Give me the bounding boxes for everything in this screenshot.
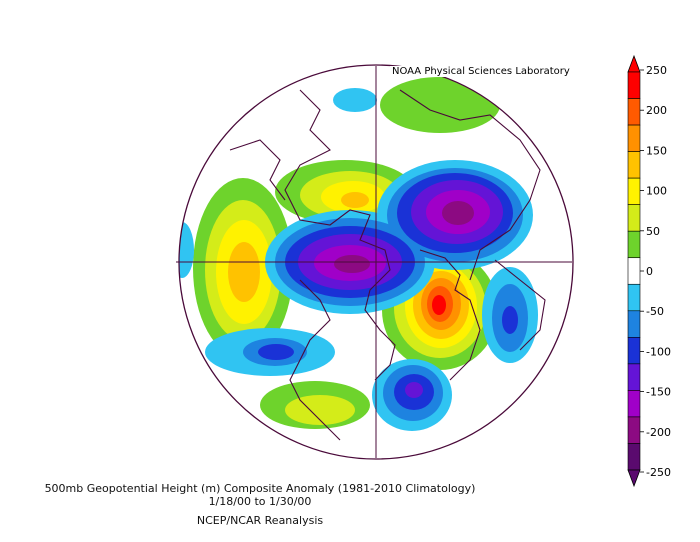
colorbar-segment: [627, 283, 641, 312]
anomaly-negative-south: [372, 359, 452, 431]
colorbar-min-arrow: [627, 469, 641, 488]
colorbar-segment: [627, 257, 641, 285]
colorbar-segment: [627, 363, 641, 391]
colorbar-tick-label: -150: [646, 386, 671, 399]
anomaly-negative-west-spot: [179, 222, 194, 278]
colorbar-max-arrow: [627, 54, 641, 73]
colorbar-tick-label: -100: [646, 345, 671, 358]
caption-source: NCEP/NCAR Reanalysis: [196, 514, 324, 527]
colorbar-segment: [627, 443, 641, 471]
colorbar-segment: [627, 310, 641, 338]
coastlines: [229, 89, 546, 441]
anomaly-positive-arctic: [380, 77, 500, 133]
colorbar-segment: [627, 124, 641, 152]
colorbar-tick-label: -50: [646, 305, 664, 318]
caption-title: 500mb Geopotential Height (m) Composite …: [44, 482, 476, 495]
colorbar-tick-label: 100: [646, 185, 667, 198]
colorbar-segment: [627, 390, 641, 418]
anomaly-negative-north-spot: [333, 88, 377, 112]
colorbar-tick-label: 150: [646, 144, 667, 157]
anomaly-positive-south: [260, 381, 370, 429]
anomaly-field: [179, 65, 573, 459]
colorbar-segment: [627, 230, 641, 259]
colorbar-segment: [627, 204, 641, 232]
caption-dates: 1/18/00 to 1/30/00: [208, 495, 312, 508]
anomaly-positive-pacific: [193, 178, 293, 358]
colorbar-segment: [627, 151, 641, 179]
anomaly-negative-east-atlantic: [482, 267, 538, 363]
colorbar-tick-label: 200: [646, 104, 667, 117]
colorbar-tick-label: 0: [646, 265, 653, 278]
colorbar: 250 200 150 100 50 0 -50 -100 -150 -200 -250: [627, 54, 671, 488]
anomaly-negative-southwest: [205, 328, 335, 376]
map-boundary: [178, 64, 574, 460]
colorbar-tick-label: -250: [646, 466, 671, 479]
colorbar-tick-label: 50: [646, 225, 660, 238]
colorbar-segment: [627, 177, 641, 205]
colorbar-tick-label: 250: [646, 64, 667, 77]
colorbar-segment: [627, 71, 641, 99]
colorbar-segment: [627, 98, 641, 126]
colorbar-segment: [627, 416, 641, 444]
credit-label: NOAA Physical Sciences Laboratory: [390, 66, 572, 77]
colorbar-segment: [627, 337, 641, 365]
colorbar-tick-label: -200: [646, 426, 671, 439]
